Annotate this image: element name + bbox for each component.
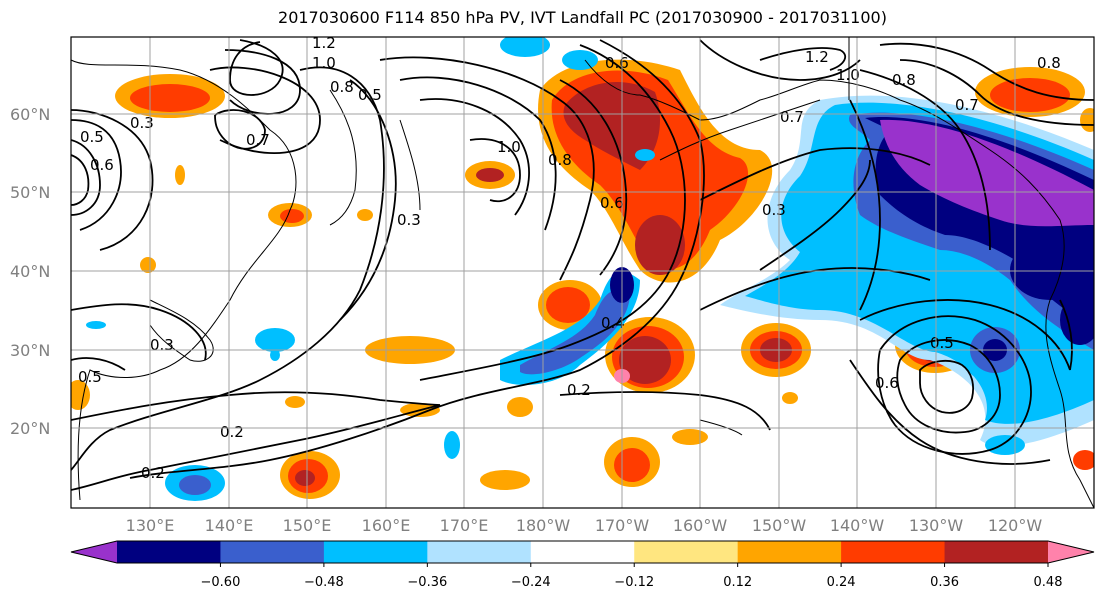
contour-label: 0.6 xyxy=(875,374,899,392)
lon-label: 140°W xyxy=(830,516,885,535)
colorbar-segment xyxy=(841,541,946,563)
contour-label: 0.7 xyxy=(246,131,270,149)
contour-label: 0.5 xyxy=(930,334,954,352)
contour-label: 0.5 xyxy=(358,86,382,104)
contour-label: 0.6 xyxy=(605,54,629,72)
contour-label: 1.0 xyxy=(312,54,336,72)
lat-label-50n: 50°N xyxy=(10,183,50,202)
colorbar-tick-label: 0.12 xyxy=(723,575,752,590)
map-title: 2017030600 F114 850 hPa PV, IVT Landfall… xyxy=(278,8,887,27)
colorbar-segment xyxy=(634,541,739,563)
lat-label-60n: 60°N xyxy=(10,105,50,124)
colorbar-extend-low xyxy=(71,541,117,563)
contour-label: 1.0 xyxy=(836,66,860,84)
colorbar-tick-label: −0.12 xyxy=(614,575,654,590)
contour-label: 0.6 xyxy=(600,194,624,212)
contour-label: 0.8 xyxy=(1037,54,1061,72)
map-layers: 1.2 1.0 0.8 0.5 0.3 0.7 0.6 0.5 0.3 0.8 … xyxy=(71,34,1094,508)
colorbar-segments xyxy=(117,541,1049,563)
contour-label: 0.5 xyxy=(80,128,104,146)
colorbar-segment xyxy=(737,541,842,563)
contour-label: 0.3 xyxy=(762,201,786,219)
colorbar-segment xyxy=(944,541,1049,563)
lon-label: 180°W xyxy=(516,516,571,535)
map-frame xyxy=(70,36,1095,509)
colorbar-tick-label: −0.60 xyxy=(201,575,241,590)
colorbar-segment xyxy=(117,541,221,563)
contour-label: 0.8 xyxy=(892,71,916,89)
lon-label: 170°E xyxy=(440,516,489,535)
contour-label: 0.7 xyxy=(955,96,979,114)
contour-label: 1.2 xyxy=(312,34,336,52)
lon-label: 150°E xyxy=(283,516,332,535)
lat-label-30n: 30°N xyxy=(10,341,50,360)
contour-label: 1.2 xyxy=(805,48,829,66)
contour-label: 0.4 xyxy=(601,314,625,332)
lon-label: 150°W xyxy=(752,516,807,535)
contour-label: 0.5 xyxy=(78,368,102,386)
contour-label: 0.3 xyxy=(150,336,174,354)
colorbar-segment xyxy=(530,541,635,563)
contour-label: 0.2 xyxy=(220,423,244,441)
colorbar-tick-label: −0.36 xyxy=(407,575,447,590)
contour-label: 0.8 xyxy=(330,78,354,96)
colorbar-tick-label: 0.24 xyxy=(827,575,856,590)
contour-label: 0.7 xyxy=(780,108,804,126)
contour-label: 0.8 xyxy=(548,151,572,169)
colorbar-extend-high xyxy=(1048,541,1094,563)
colorbar: −0.60 −0.48 −0.36 −0.24 −0.12 0.12 0.24 0.36 0.4… xyxy=(70,540,1095,590)
contour-label: 0.2 xyxy=(141,464,165,482)
colorbar-segment xyxy=(427,541,532,563)
lat-label-20n: 20°N xyxy=(10,419,50,438)
contour-label: 1.0 xyxy=(497,138,521,156)
contour-label: 0.3 xyxy=(130,114,154,132)
contour-label: 0.2 xyxy=(567,381,591,399)
colorbar-segment xyxy=(220,541,325,563)
contour-label: 0.6 xyxy=(90,156,114,174)
lon-label: 160°W xyxy=(673,516,728,535)
lat-label-40n: 40°N xyxy=(10,262,50,281)
lon-label: 160°E xyxy=(362,516,411,535)
contour-labels: 1.2 1.0 0.8 0.5 0.3 0.7 0.6 0.5 0.3 0.8 … xyxy=(78,34,1061,482)
colorbar-tick-label: −0.24 xyxy=(511,575,551,590)
colorbar-ticks: −0.60 −0.48 −0.36 −0.24 −0.12 0.12 0.24 0.36 0.4… xyxy=(201,563,1063,590)
colorbar-outline xyxy=(70,540,1095,564)
lon-label: 130°E xyxy=(126,516,175,535)
contour-label: 0.3 xyxy=(397,211,421,229)
colorbar-tick-label: 0.36 xyxy=(930,575,959,590)
colorbar-tick-label: −0.48 xyxy=(304,575,344,590)
colorbar-segment xyxy=(323,541,428,563)
lon-label: 130°W xyxy=(909,516,964,535)
longitude-labels: 130°E 140°E 150°E 160°E 170°E 180°W 170°… xyxy=(126,516,1043,535)
lon-label: 140°E xyxy=(205,516,254,535)
lon-label: 120°W xyxy=(988,516,1043,535)
colorbar-tick-label: 0.48 xyxy=(1034,575,1063,590)
graticule xyxy=(71,37,1094,508)
lon-label: 170°W xyxy=(595,516,650,535)
latitude-labels: 60°N 50°N 40°N 30°N 20°N xyxy=(10,105,50,438)
